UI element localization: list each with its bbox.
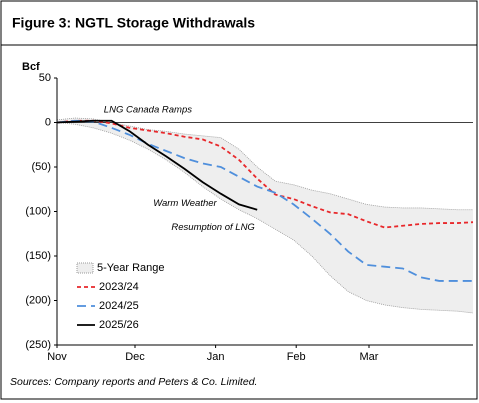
legend-label: 2023/24: [99, 281, 139, 293]
legend-label: 2025/26: [99, 319, 139, 331]
y-tick-label: (50): [31, 161, 51, 173]
y-tick-label: (150): [25, 250, 51, 262]
source: Sources: Company reports and Peters & Co…: [10, 376, 257, 388]
series-line: [56, 119, 258, 211]
y-tick-label: 0: [45, 116, 51, 128]
range-edge: [56, 122, 474, 314]
y-tick-label: (100): [25, 205, 51, 217]
legend-label: 5-Year Range: [97, 262, 164, 274]
legend-label: 2024/25: [99, 300, 139, 312]
legend-swatch: [76, 262, 94, 274]
x-tick-label: Feb: [287, 351, 306, 363]
annotation: LNG Canada Ramps: [104, 105, 192, 116]
y-tick-label: (200): [25, 294, 51, 306]
x-tick-label: Nov: [47, 351, 67, 363]
annotation: Warm Weather: [153, 198, 217, 209]
y-tick-label: 50: [39, 72, 51, 84]
x-tick-label: Dec: [125, 351, 145, 363]
series-line: [56, 119, 473, 282]
range-edge: [56, 117, 473, 211]
y-tick-label: (250): [25, 339, 51, 351]
series-line: [56, 119, 474, 229]
x-tick-label: Mar: [360, 351, 379, 363]
chart-title: Figure 3: NGTL Storage Withdrawals: [12, 15, 255, 31]
annotation: Resumption of LNG: [171, 222, 254, 233]
range-area: [57, 118, 473, 313]
y-axis-label: Bcf: [22, 61, 40, 73]
x-tick-label: Jan: [207, 351, 225, 363]
